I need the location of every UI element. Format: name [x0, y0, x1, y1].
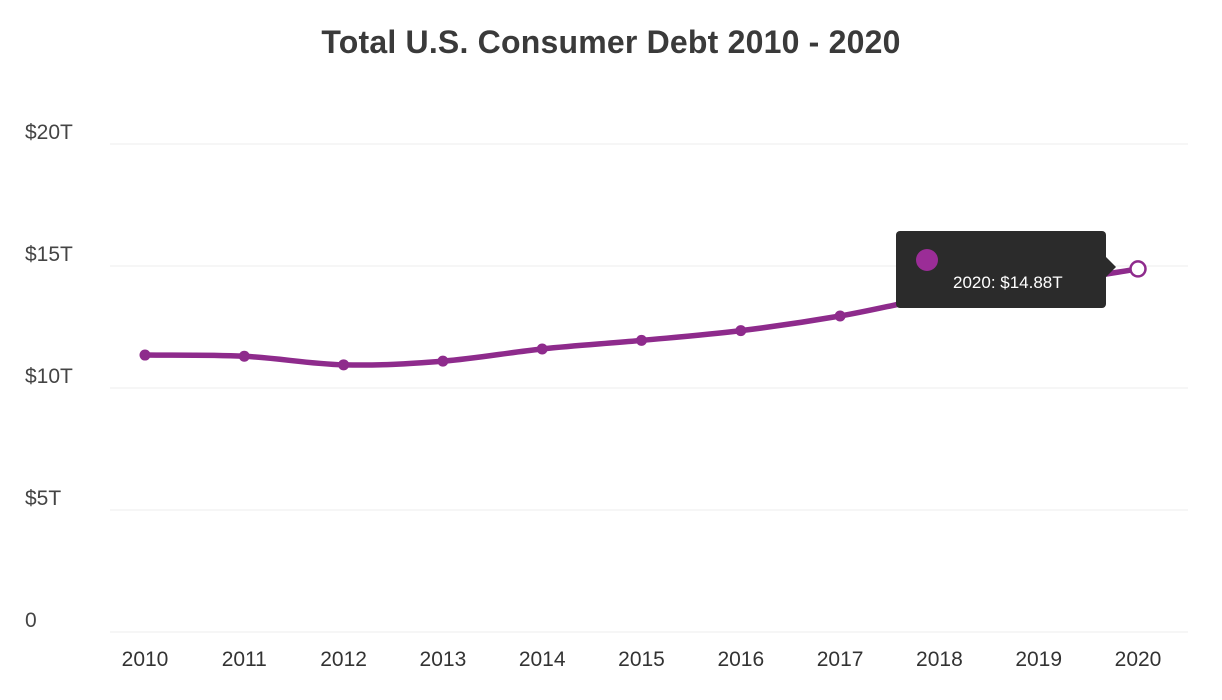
tooltip: 2020: $14.88T	[896, 231, 1116, 308]
x-tick-label: 2011	[222, 648, 267, 671]
x-tick-label: 2017	[817, 648, 864, 671]
x-tick-label: 2010	[122, 648, 169, 671]
grid-lines	[110, 143, 1188, 633]
data-point[interactable]	[536, 343, 548, 355]
x-tick-label: 2013	[420, 648, 467, 671]
y-tick-label: $15T	[25, 243, 73, 266]
x-tick-label: 2016	[717, 648, 764, 671]
x-tick-label: 2018	[916, 648, 963, 671]
data-point[interactable]	[735, 325, 747, 337]
data-point[interactable]	[338, 359, 350, 371]
data-point[interactable]	[437, 355, 449, 367]
data-point[interactable]	[139, 349, 151, 361]
tooltip-box	[896, 231, 1106, 308]
x-axis: 2010 2011 2012 2013 2014 2015 2016 2017 2018 2019…	[122, 648, 1162, 671]
tooltip-text: 2020: $14.88T	[953, 273, 1063, 292]
y-tick-label: $5T	[25, 487, 61, 510]
chart-title: Total U.S. Consumer Debt 2010 - 2020	[321, 24, 901, 60]
y-tick-label: 0	[25, 609, 37, 632]
x-tick-label: 2020	[1115, 648, 1162, 671]
data-point[interactable]	[834, 310, 846, 322]
y-tick-label: $20T	[25, 121, 73, 144]
x-tick-label: 2014	[519, 648, 566, 671]
x-tick-label: 2012	[320, 648, 367, 671]
tooltip-pointer	[1106, 257, 1116, 277]
x-tick-label: 2015	[618, 648, 665, 671]
tooltip-series-marker	[916, 249, 938, 271]
x-tick-label: 2019	[1015, 648, 1062, 671]
data-point[interactable]	[238, 350, 250, 362]
y-axis: 0 $5T $10T $15T $20T	[25, 121, 73, 632]
data-point[interactable]	[636, 334, 647, 346]
data-point-highlighted[interactable]	[1129, 260, 1147, 278]
y-tick-label: $10T	[25, 365, 73, 388]
